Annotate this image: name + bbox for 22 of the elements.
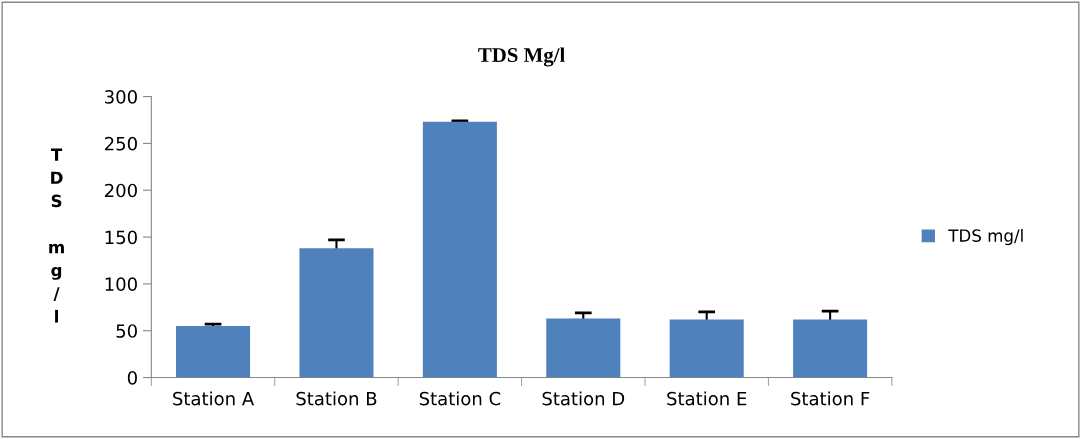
y-tick-label: 150	[105, 230, 137, 245]
x-tick-label: Station A	[173, 391, 255, 406]
y-tick-label: 250	[105, 136, 137, 151]
chart-title: TDS Mg/l	[478, 47, 565, 67]
y-tick-label: 100	[105, 277, 137, 291]
y-tick-label: 300	[105, 90, 137, 104]
bar	[669, 319, 744, 378]
x-tick-label: Station D	[542, 391, 625, 406]
x-tick-label: Station B	[296, 391, 377, 406]
y-tick-label: 50	[116, 324, 137, 338]
bar	[299, 248, 374, 378]
x-tick-label: Station E	[667, 391, 747, 406]
x-tick-label: Station C	[419, 391, 501, 406]
text: TDS mg/l	[49, 148, 64, 323]
legend-label: TDS mg/l	[948, 228, 1023, 246]
y-tick-label: 0	[127, 371, 137, 385]
bar	[176, 326, 251, 378]
y-tick-label: 200	[105, 183, 137, 198]
x-tick-label: Station F	[791, 391, 870, 406]
bar	[546, 318, 621, 378]
bar	[793, 319, 868, 378]
bar	[422, 121, 497, 378]
